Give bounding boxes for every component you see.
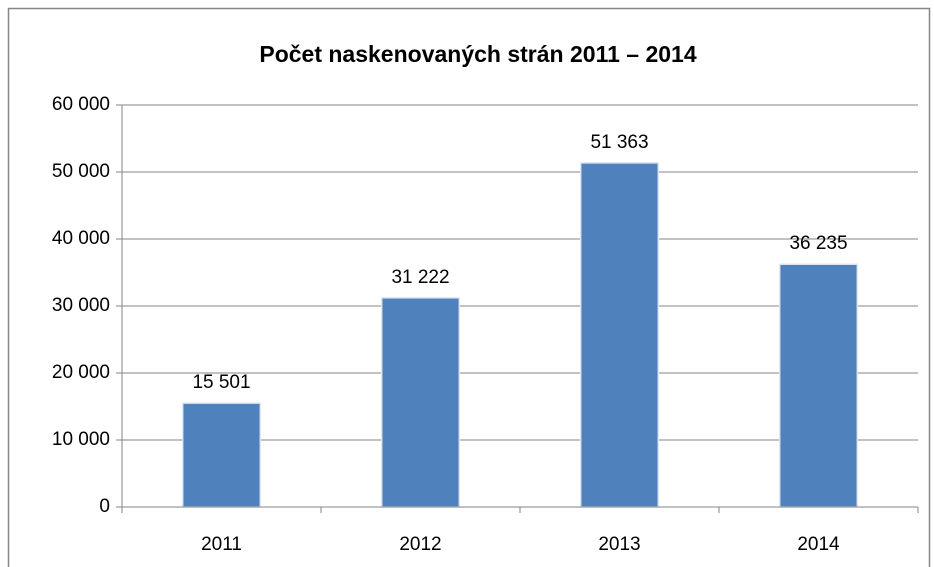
x-tick-label: 2011	[201, 534, 242, 555]
data-label: 36 235	[789, 233, 847, 254]
bar	[380, 297, 461, 508]
data-label: 31 222	[391, 267, 449, 288]
x-tick-label: 2014	[797, 534, 840, 555]
y-tick-label: 60 000	[52, 94, 110, 115]
chart-title: Počet naskenovaných strán 2011 – 2014	[259, 41, 696, 67]
data-label: 51 363	[590, 132, 648, 153]
y-tick-label: 40 000	[52, 228, 110, 249]
y-tick-label: 10 000	[52, 429, 110, 450]
chart-frame	[7, 7, 931, 567]
bar	[778, 263, 859, 508]
y-tick-label: 30 000	[52, 295, 110, 316]
y-tick-label: 0	[99, 496, 110, 517]
data-label: 15 501	[192, 372, 250, 393]
bar	[181, 402, 262, 508]
x-tick-label: 2012	[399, 534, 441, 555]
x-tick-label: 2013	[598, 534, 640, 555]
bar	[579, 162, 660, 508]
y-tick-label: 20 000	[52, 362, 110, 383]
y-tick-label: 50 000	[52, 161, 110, 182]
